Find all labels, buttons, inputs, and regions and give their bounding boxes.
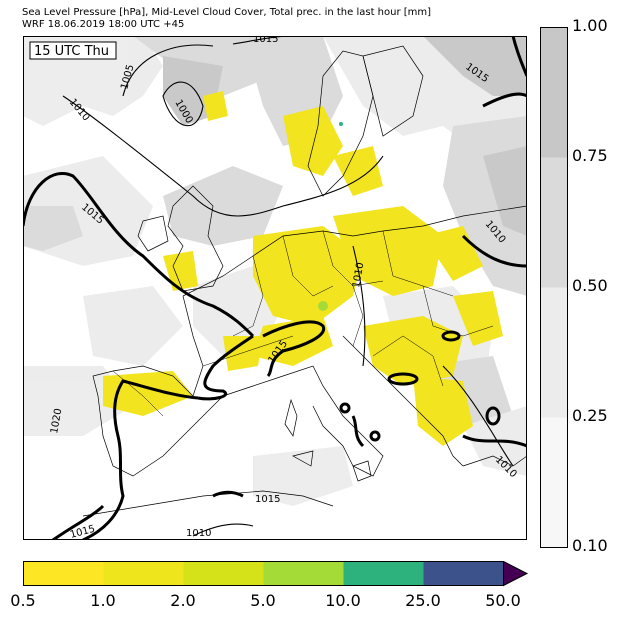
cloud-label-0-25: 0.25 bbox=[572, 406, 608, 425]
cloud-label-0-75: 0.75 bbox=[572, 146, 608, 165]
svg-text:1010: 1010 bbox=[351, 262, 366, 289]
precip-colorbar bbox=[23, 561, 529, 587]
cloud-band-0 bbox=[540, 27, 568, 158]
precip-band-1 bbox=[103, 561, 184, 586]
pressure-centers bbox=[339, 330, 501, 442]
title-line-2: WRF 18.06.2019 18:00 UTC +45 bbox=[22, 19, 185, 30]
precip-label-10-0: 10.0 bbox=[325, 591, 361, 610]
isobars-thin bbox=[62, 36, 514, 537]
map-frame bbox=[23, 36, 527, 540]
svg-text:1010: 1010 bbox=[186, 528, 211, 539]
precipitation-layer bbox=[103, 91, 503, 446]
precip-label-50-0: 50.0 bbox=[485, 591, 521, 610]
cloud-band-1 bbox=[540, 157, 568, 288]
precip-band-0 bbox=[23, 561, 104, 586]
svg-text:1020: 1020 bbox=[49, 408, 64, 435]
precip-label-0-5: 0.5 bbox=[10, 591, 36, 610]
precip-spot-north bbox=[339, 122, 343, 126]
precip-band-3 bbox=[263, 561, 344, 586]
cloud-label-1-00: 1.00 bbox=[572, 16, 608, 35]
cloud-label-0-10: 0.10 bbox=[572, 536, 608, 555]
precip-band-2 bbox=[183, 561, 264, 586]
precip-extend-arrow bbox=[503, 561, 529, 587]
cloud-band-2 bbox=[540, 287, 568, 418]
svg-text:15 UTC Thu: 15 UTC Thu bbox=[34, 44, 109, 59]
coastline-layer bbox=[82, 45, 527, 517]
title-line-1: Sea Level Pressure [hPa], Mid-Level Clou… bbox=[22, 7, 432, 18]
svg-text:1015: 1015 bbox=[255, 494, 280, 505]
country-borders bbox=[112, 230, 494, 417]
cloud-label-0-50: 0.50 bbox=[572, 276, 608, 295]
precip-label-2-0: 2.0 bbox=[170, 591, 196, 610]
cloud-band-3 bbox=[540, 417, 568, 548]
cloud-cover-colorbar bbox=[540, 27, 568, 548]
svg-text:1015: 1015 bbox=[253, 36, 278, 45]
isobars-bold bbox=[23, 36, 527, 540]
precip-label-25-0: 25.0 bbox=[405, 591, 441, 610]
precip-max-spot bbox=[318, 301, 328, 311]
weather-map: 1015 1005 1000 1010 1015 1010 1015 1020 … bbox=[23, 36, 527, 540]
precip-label-1-0: 1.0 bbox=[90, 591, 116, 610]
precip-band-4 bbox=[343, 561, 424, 586]
time-badge: 15 UTC Thu bbox=[29, 41, 117, 60]
precip-label-5-0: 5.0 bbox=[250, 591, 276, 610]
svg-text:1015: 1015 bbox=[69, 524, 96, 540]
precip-band-5 bbox=[423, 561, 504, 586]
